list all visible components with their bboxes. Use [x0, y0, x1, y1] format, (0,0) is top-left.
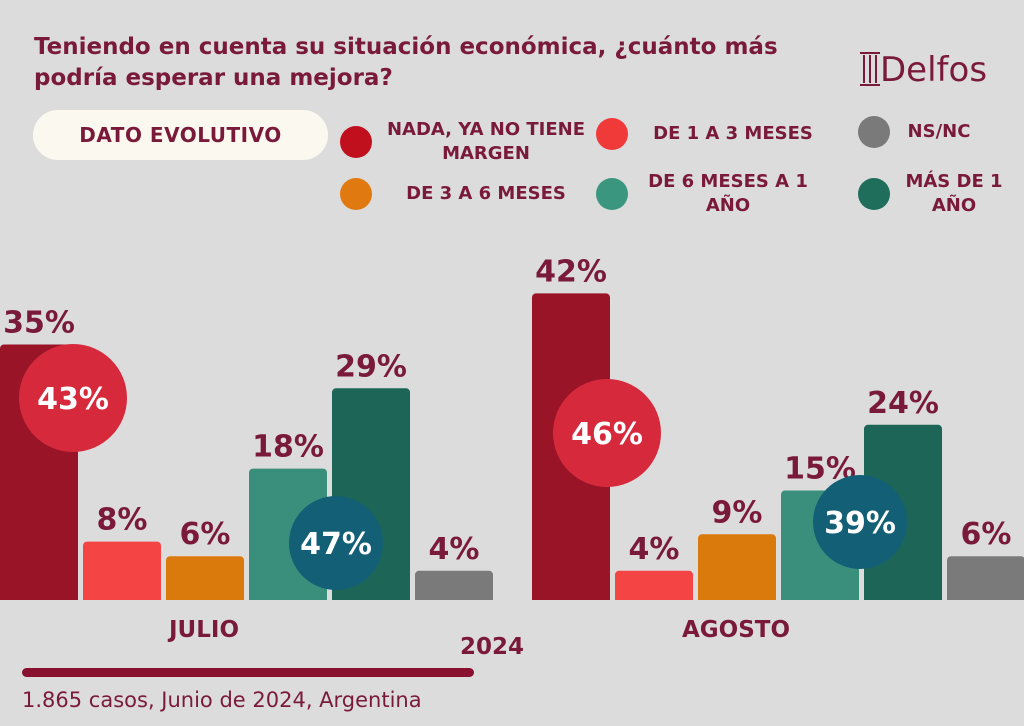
short-term-label: 46%	[571, 417, 643, 452]
legend-item-1-3: DE 1 A 3 MESES	[596, 118, 828, 150]
data-label: 6%	[961, 517, 1012, 552]
legend-dot-icon	[340, 178, 372, 210]
data-label: 4%	[429, 532, 480, 567]
legend-dot-icon	[340, 126, 372, 158]
legend-label: NS/NC	[907, 121, 971, 142]
delfos-logo: Delfos	[858, 46, 998, 98]
short-term-label: 43%	[37, 382, 109, 417]
bar-agosto-5	[947, 556, 1024, 604]
long-term-bubble	[289, 496, 383, 590]
data-label: 8%	[97, 503, 148, 538]
legend-label: DE 6 MESES A 1 AÑO	[648, 171, 808, 216]
bar-julio-5	[415, 570, 493, 604]
timeline-bar	[22, 668, 474, 677]
category-label: AGOSTO	[682, 617, 790, 643]
data-label: 42%	[535, 254, 607, 289]
legend-item-mas-1: MÁS DE 1 AÑO	[858, 170, 1014, 218]
bar-agosto-2	[698, 534, 776, 604]
data-label: 9%	[712, 495, 763, 530]
legend-item-3-6: DE 3 A 6 MESES	[340, 178, 586, 210]
data-label: 4%	[629, 532, 680, 567]
bar-julio-1	[83, 541, 161, 604]
legend-label: DE 1 A 3 MESES	[653, 123, 813, 144]
logo-text: Delfos	[880, 50, 988, 90]
data-label: 18%	[252, 430, 324, 465]
data-label: 29%	[335, 349, 407, 384]
legend-item-nsnc: NS/NC	[858, 116, 984, 148]
long-term-label: 47%	[300, 527, 372, 562]
legend-item-nada: NADA, YA NO TIENE MARGEN	[340, 118, 586, 166]
year-label: 2024	[460, 634, 525, 660]
legend-label: MÁS DE 1 AÑO	[905, 171, 1003, 216]
legend-item-6-12: DE 6 MESES A 1 AÑO	[596, 170, 818, 218]
data-label: 24%	[867, 386, 939, 421]
category-label: JULIO	[167, 617, 239, 643]
data-label: 35%	[3, 306, 75, 341]
legend-label: DE 3 A 6 MESES	[406, 183, 566, 204]
baseline-mask	[532, 600, 1024, 608]
short-term-bubble	[19, 344, 127, 452]
legend-label: NADA, YA NO TIENE MARGEN	[386, 119, 586, 164]
legend-dot-icon	[596, 178, 628, 210]
legend-dot-icon	[596, 118, 628, 150]
long-term-label: 39%	[824, 506, 896, 541]
legend-dot-icon	[858, 178, 890, 210]
short-term-bubble	[553, 379, 661, 487]
data-label: 6%	[180, 517, 231, 552]
long-term-bubble	[813, 475, 907, 569]
legend-dot-icon	[858, 116, 890, 148]
bar-agosto-1	[615, 570, 693, 604]
chart-title: Teniendo en cuenta su situación económic…	[34, 34, 778, 91]
bar-julio-2	[166, 556, 244, 604]
evolutive-tag: DATO EVOLUTIVO	[33, 110, 328, 160]
baseline-mask	[0, 600, 498, 608]
column-icon	[860, 52, 880, 86]
source-note: 1.865 casos, Junio de 2024, Argentina	[22, 688, 422, 712]
